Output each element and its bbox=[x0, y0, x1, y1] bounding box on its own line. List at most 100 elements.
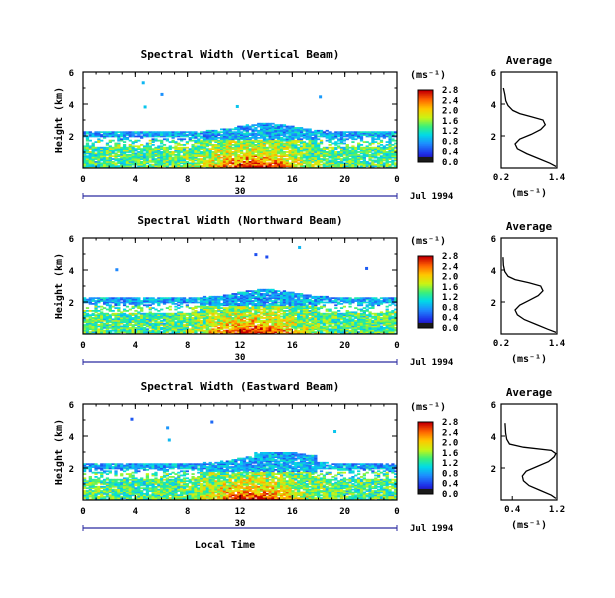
heatmap-cell bbox=[97, 131, 101, 134]
heatmap-cell bbox=[291, 322, 295, 325]
heatmap-cell bbox=[182, 158, 187, 160]
heatmap-cell bbox=[148, 146, 152, 149]
heatmap-cell bbox=[240, 325, 244, 328]
heatmap-cell bbox=[248, 312, 252, 315]
heatmap-cell bbox=[168, 148, 172, 151]
heatmap-cell bbox=[259, 317, 264, 319]
heatmap-cell bbox=[114, 149, 118, 152]
heatmap-cell bbox=[337, 298, 341, 301]
heatmap-cell bbox=[374, 156, 378, 159]
heatmap-cell bbox=[122, 144, 127, 146]
heatmap-cell bbox=[257, 305, 261, 308]
heatmap-cell bbox=[214, 149, 218, 152]
heatmap-cell bbox=[245, 297, 249, 300]
heatmap-cell bbox=[282, 293, 287, 295]
heatmap-cell bbox=[342, 156, 347, 159]
heatmap-cell bbox=[165, 146, 170, 149]
heatmap-cell bbox=[211, 302, 215, 305]
heatmap-cell bbox=[348, 324, 352, 326]
heatmap-cell bbox=[240, 302, 244, 305]
heatmap-cell bbox=[177, 163, 181, 166]
heatmap-cell bbox=[225, 128, 229, 131]
heatmap-cell bbox=[234, 305, 238, 308]
heatmap-cell bbox=[342, 321, 347, 324]
heatmap-cell bbox=[339, 297, 344, 300]
heatmap-cell bbox=[148, 308, 152, 311]
heatmap-cell bbox=[282, 124, 287, 127]
heatmap-cell bbox=[114, 321, 118, 324]
heatmap-cell bbox=[222, 141, 227, 143]
heatmap-cell bbox=[377, 162, 381, 165]
heatmap-cell bbox=[254, 298, 258, 301]
heatmap-cell bbox=[111, 314, 115, 317]
heatmap-cell bbox=[217, 319, 221, 322]
heatmap-cell bbox=[262, 122, 267, 125]
heatmap-cell bbox=[314, 301, 318, 304]
heatmap-cell bbox=[217, 156, 221, 159]
heatmap-cell bbox=[254, 145, 258, 148]
heatmap-cell bbox=[228, 139, 232, 142]
heatmap-cell bbox=[171, 315, 175, 318]
heatmap-cell bbox=[251, 328, 255, 331]
heatmap-cell bbox=[122, 155, 127, 158]
average-x-tick-label: 0.2 bbox=[493, 173, 509, 183]
heatmap-cell bbox=[182, 159, 187, 162]
heatmap-cell bbox=[211, 295, 215, 298]
heatmap-cell bbox=[200, 325, 204, 328]
heatmap-cell bbox=[102, 315, 107, 318]
heatmap-cell bbox=[197, 135, 201, 138]
heatmap-cell bbox=[197, 152, 201, 155]
heatmap-cell bbox=[83, 134, 87, 136]
heatmap-cell bbox=[368, 302, 372, 305]
heatmap-cell bbox=[305, 328, 309, 331]
heatmap-cell bbox=[145, 152, 150, 155]
heatmap-cell bbox=[368, 151, 372, 153]
heatmap-cell bbox=[120, 328, 124, 331]
heatmap-cell bbox=[391, 159, 395, 162]
heatmap-cell bbox=[271, 331, 275, 333]
heatmap-cell bbox=[325, 329, 329, 332]
heatmap-cell bbox=[362, 328, 366, 331]
heatmap-cell bbox=[274, 294, 278, 297]
heatmap-cell bbox=[305, 295, 309, 298]
heatmap-cell bbox=[268, 331, 272, 333]
heatmap-cell bbox=[105, 135, 110, 138]
heatmap-cell bbox=[385, 163, 389, 166]
heatmap-cell bbox=[351, 331, 355, 333]
heatmap-cell bbox=[362, 326, 366, 329]
heatmap-cell bbox=[142, 324, 147, 326]
heatmap-cell bbox=[248, 158, 252, 160]
heatmap-cell bbox=[222, 159, 227, 162]
heatmap-cell bbox=[240, 294, 244, 297]
heatmap-cell bbox=[97, 331, 101, 333]
heatmap-cell bbox=[222, 295, 227, 298]
heatmap-cell bbox=[202, 162, 207, 165]
heatmap-cell bbox=[245, 152, 249, 155]
heatmap-cell bbox=[388, 139, 392, 142]
heatmap-cell bbox=[122, 153, 127, 156]
heatmap-cell bbox=[385, 134, 389, 136]
heatmap-cell bbox=[128, 144, 132, 146]
heatmap-cell bbox=[354, 322, 358, 325]
heatmap-cell bbox=[194, 314, 198, 317]
heatmap-cell bbox=[325, 297, 329, 300]
heatmap-cell bbox=[237, 322, 241, 325]
colorbar-segment bbox=[418, 157, 433, 162]
heatmap-cell bbox=[277, 124, 281, 127]
heatmap-cell bbox=[114, 322, 118, 325]
heatmap-cell bbox=[148, 134, 152, 136]
heatmap-cell bbox=[328, 146, 332, 149]
heatmap-cell bbox=[137, 307, 141, 309]
heatmap-cell bbox=[339, 307, 344, 309]
heatmap-cell bbox=[157, 135, 161, 138]
heatmap-cell bbox=[228, 329, 232, 332]
heatmap-cell bbox=[180, 155, 184, 158]
heatmap-cell bbox=[331, 132, 335, 135]
heatmap-cell bbox=[200, 131, 204, 134]
heatmap-cell bbox=[240, 317, 244, 319]
heatmap-cell bbox=[382, 151, 386, 153]
heatmap-cell bbox=[131, 151, 135, 153]
heatmap-cell bbox=[314, 304, 318, 307]
heatmap-cell bbox=[328, 149, 332, 152]
heatmap-cell bbox=[137, 326, 141, 329]
